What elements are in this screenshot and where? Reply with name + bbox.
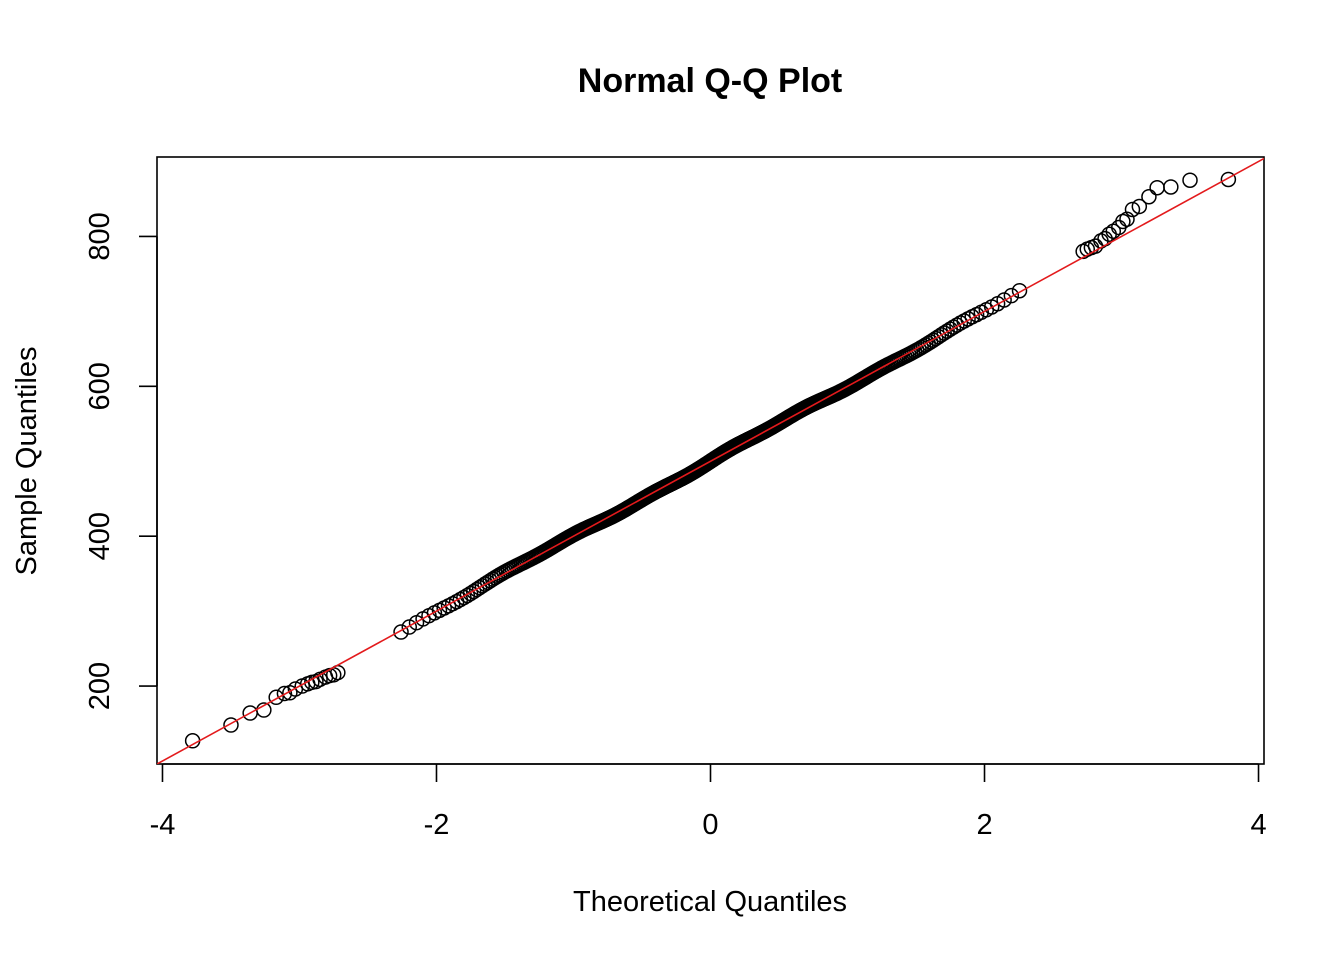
qq-point [393, 624, 409, 640]
qq-point-tail [1163, 179, 1179, 195]
x-axis-label: Theoretical Quantiles [573, 886, 847, 918]
qq-point-tail [1220, 171, 1237, 188]
qq-point [952, 315, 969, 331]
qq-point-tail [184, 733, 201, 749]
y-axis: 200 400 600 800 [84, 212, 158, 710]
data-points [184, 171, 1237, 749]
qq-point-tail [1149, 179, 1165, 196]
y-tick-label: 800 [84, 212, 116, 260]
y-tick-label: 200 [84, 662, 116, 710]
qq-point [1011, 282, 1028, 299]
x-tick-label: 4 [1250, 809, 1266, 841]
x-tick-label: 0 [702, 809, 718, 841]
qq-point-tail [223, 717, 239, 733]
qq-point [1003, 287, 1020, 304]
chart-title: Normal Q-Q Plot [578, 62, 842, 100]
x-axis: -4 -2 0 2 4 [150, 763, 1267, 841]
qq-point-tail [1182, 172, 1198, 188]
y-tick-label: 600 [84, 362, 116, 410]
qq-point-tail [1131, 198, 1148, 215]
qq-point-tail [1141, 188, 1157, 205]
y-tick-label: 400 [84, 512, 116, 560]
qq-point-tail [276, 685, 293, 702]
x-tick-label: 2 [976, 809, 992, 841]
qq-point-tail [1119, 211, 1135, 227]
qq-point-tail [1124, 201, 1141, 218]
y-axis-label: Sample Quantiles [11, 347, 43, 576]
reference-line [157, 157, 1264, 764]
qq-point-tail [268, 689, 284, 706]
x-tick-label: -2 [424, 809, 450, 841]
x-tick-label: -4 [150, 809, 176, 841]
